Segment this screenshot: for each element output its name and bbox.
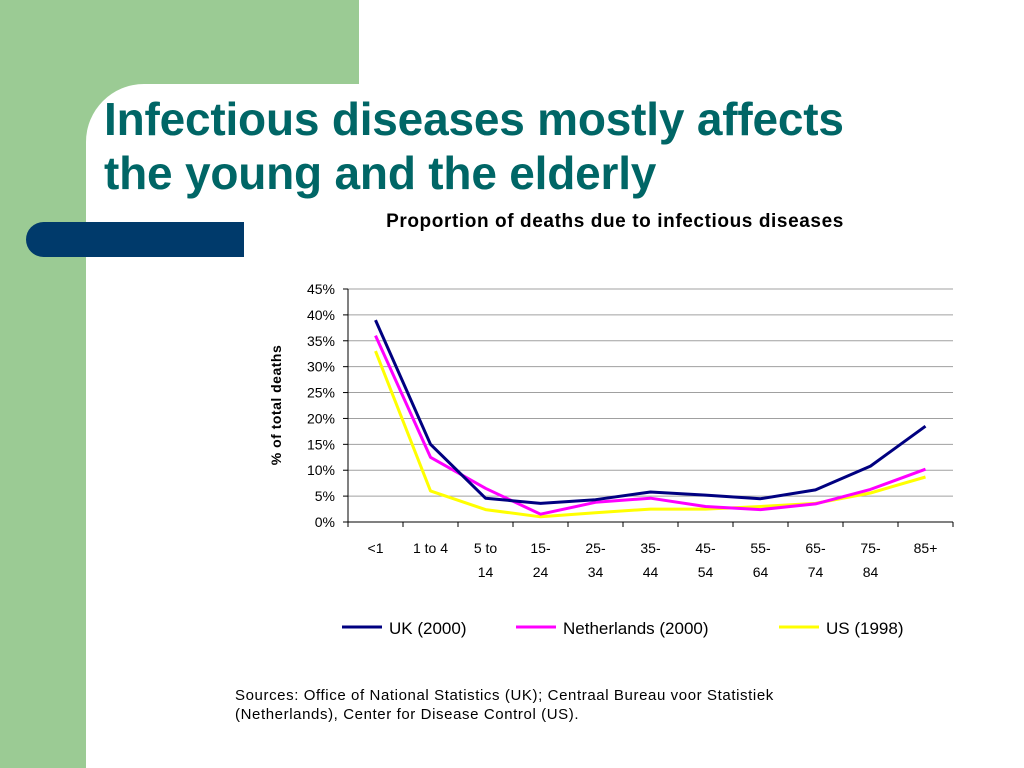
sources-note: Sources: Office of National Statistics (… <box>235 686 955 724</box>
x-tick-label: 84 <box>863 564 879 580</box>
y-tick-label: 10% <box>307 462 335 478</box>
slide-title-line-1: Infectious diseases mostly affects <box>104 93 844 145</box>
x-tick-label: 35- <box>640 540 661 556</box>
y-tick-label: 20% <box>307 410 335 426</box>
x-tick-label: 15- <box>530 540 551 556</box>
navy-accent-bar <box>26 222 244 257</box>
content-background <box>86 84 1024 768</box>
legend-label: UK (2000) <box>389 619 466 638</box>
y-tick-label: 40% <box>307 307 335 323</box>
y-tick-label: 15% <box>307 436 335 452</box>
chart-title: Proportion of deaths due to infectious d… <box>386 211 844 232</box>
y-tick-label: 5% <box>315 488 335 504</box>
x-tick-label: 34 <box>588 564 604 580</box>
sources-line-1: Sources: Office of National Statistics (… <box>235 687 774 704</box>
y-axis-label: % of total deaths <box>268 345 284 466</box>
x-tick-label: 44 <box>643 564 659 580</box>
legend-label: Netherlands (2000) <box>563 619 709 638</box>
x-tick-label: 5 to <box>474 540 498 556</box>
y-tick-label: 45% <box>307 281 335 297</box>
series-line <box>374 319 927 505</box>
y-tick-label: 0% <box>315 514 335 530</box>
y-tick-label: 35% <box>307 333 335 349</box>
sources-line-2: (Netherlands), Center for Disease Contro… <box>235 706 580 723</box>
x-tick-label: 54 <box>698 564 714 580</box>
x-tick-label: 75- <box>860 540 881 556</box>
slide-title-line-2: the young and the elderly <box>104 147 657 199</box>
x-tick-label: 55- <box>750 540 771 556</box>
x-tick-label: 1 to 4 <box>413 540 448 556</box>
x-tick-label: 85+ <box>914 540 938 556</box>
x-tick-label: 65- <box>805 540 826 556</box>
x-tick-label: 24 <box>533 564 549 580</box>
y-tick-label: 30% <box>307 359 335 375</box>
x-tick-label: <1 <box>368 540 384 556</box>
x-tick-label: 45- <box>695 540 716 556</box>
series-line <box>374 334 927 516</box>
x-tick-label: 74 <box>808 564 824 580</box>
legend-label: US (1998) <box>826 619 903 638</box>
x-tick-label: 64 <box>753 564 769 580</box>
y-tick-label: 25% <box>307 385 335 401</box>
x-tick-label: 14 <box>478 564 494 580</box>
slide-title: Infectious diseases mostly affects the y… <box>104 92 1004 200</box>
x-tick-label: 25- <box>585 540 606 556</box>
